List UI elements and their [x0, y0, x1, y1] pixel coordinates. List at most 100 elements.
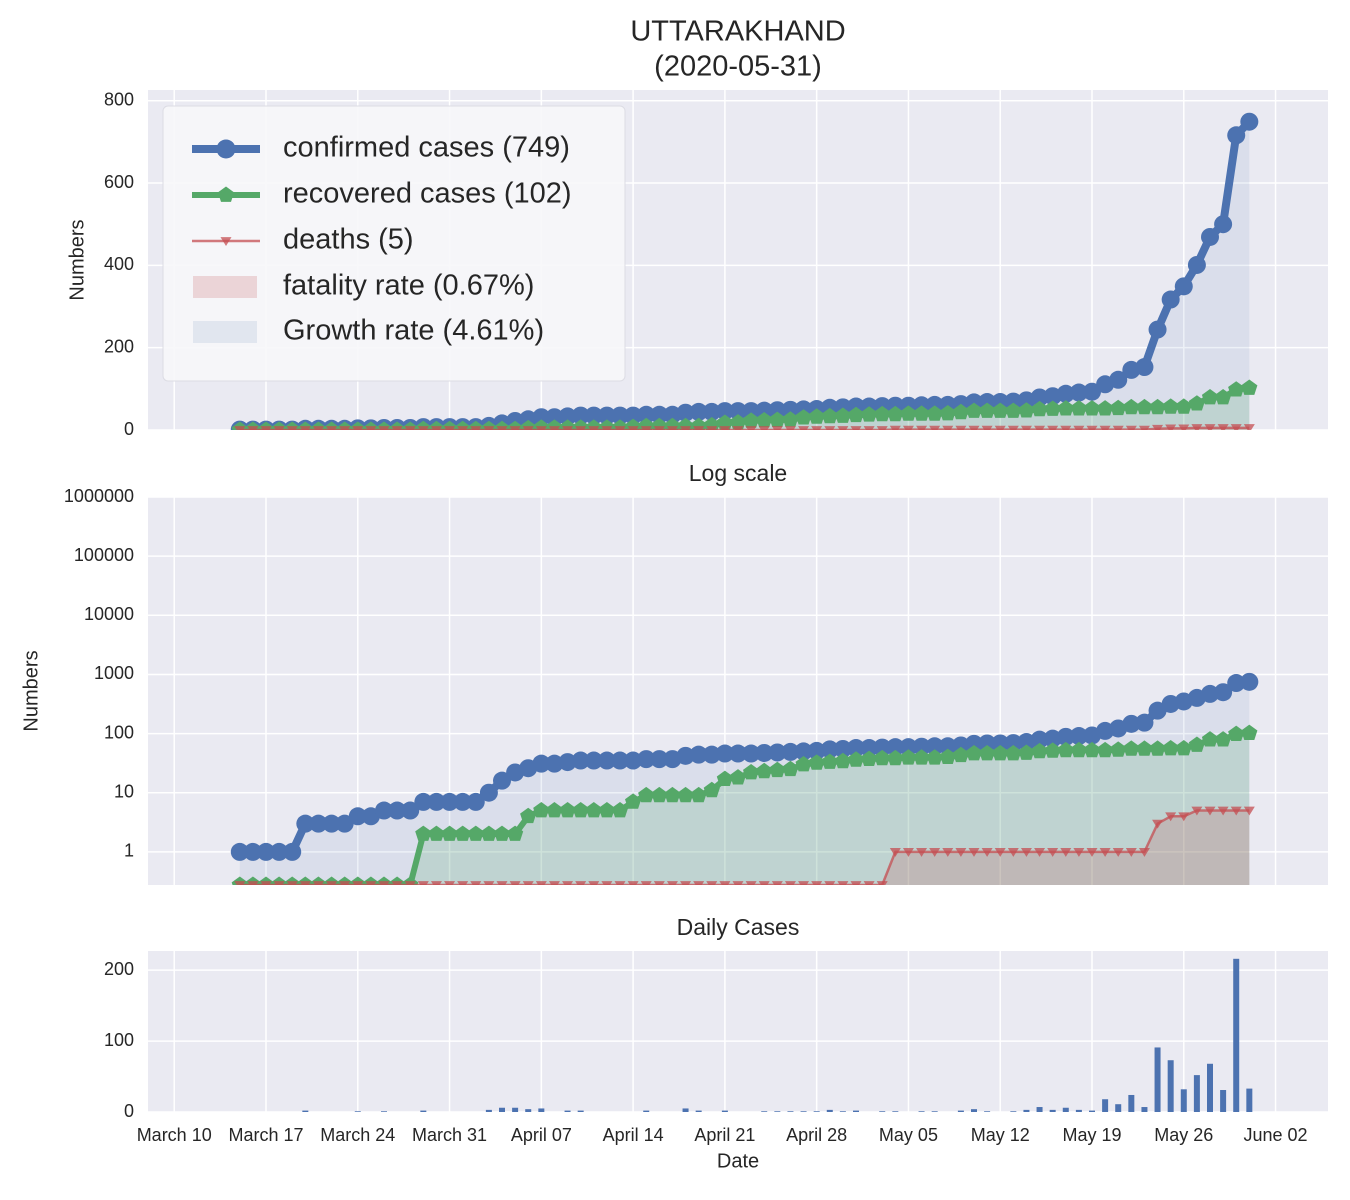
marker: [479, 783, 498, 802]
marker: [666, 426, 678, 430]
bar: [879, 1111, 886, 1112]
marker: [1099, 425, 1111, 430]
y-tick-label: 200: [104, 336, 134, 356]
marker: [693, 881, 705, 885]
marker: [584, 751, 603, 770]
marker: [1099, 848, 1111, 857]
marker: [611, 406, 629, 425]
marker: [769, 761, 786, 778]
legend-patch: [193, 321, 257, 343]
marker: [417, 881, 429, 885]
bar: [839, 1111, 846, 1112]
bar: [1233, 958, 1240, 1112]
marker: [664, 786, 681, 803]
legend-patch: [193, 276, 257, 298]
marker: [706, 426, 718, 430]
marker: [794, 742, 813, 761]
marker: [520, 807, 537, 824]
marker: [860, 739, 879, 758]
marker: [1018, 744, 1035, 760]
y-tick-label: 600: [104, 172, 134, 192]
y-tick-label: 800: [104, 89, 134, 109]
bar: [1167, 1060, 1174, 1112]
marker: [653, 426, 665, 430]
x-tick-label: April 14: [603, 1125, 664, 1145]
legend-box: [162, 105, 626, 382]
bar: [1115, 1104, 1122, 1112]
marker: [260, 881, 272, 885]
marker: [388, 801, 407, 820]
marker: [1149, 740, 1166, 756]
marker: [965, 402, 983, 418]
marker: [651, 786, 668, 803]
marker: [1007, 425, 1019, 430]
marker: [900, 405, 917, 421]
bar: [695, 1110, 702, 1112]
marker: [1188, 395, 1205, 411]
bar: [577, 1110, 584, 1112]
marker: [335, 814, 354, 833]
marker: [811, 426, 823, 430]
marker: [562, 881, 574, 885]
marker: [1030, 730, 1049, 749]
marker: [273, 426, 285, 430]
marker: [260, 426, 272, 430]
marker: [312, 881, 324, 885]
marker: [926, 749, 943, 765]
marker: [627, 426, 639, 430]
bar: [1207, 1063, 1213, 1112]
marker: [863, 881, 875, 885]
series-layer: [230, 112, 1259, 430]
marker: [821, 753, 838, 769]
y-tick-label: 10000: [84, 604, 134, 624]
bar: [1075, 1109, 1082, 1112]
marker: [1030, 388, 1049, 407]
marker: [742, 744, 761, 763]
marker: [522, 426, 534, 430]
bar: [813, 1111, 820, 1112]
marker: [352, 426, 364, 430]
marker: [1191, 806, 1203, 816]
marker: [467, 825, 484, 841]
marker: [480, 825, 497, 841]
marker: [1152, 424, 1164, 430]
bar: [525, 1109, 532, 1112]
marker: [732, 881, 744, 885]
marker: [981, 425, 993, 430]
marker: [913, 749, 930, 765]
marker: [824, 881, 836, 885]
marker: [1044, 400, 1061, 416]
marker: [1165, 812, 1177, 822]
marker: [466, 792, 485, 811]
marker: [483, 881, 495, 885]
marker: [375, 801, 393, 820]
marker: [1136, 398, 1153, 415]
bar: [800, 1111, 807, 1112]
x-tick-label: March 17: [228, 1125, 303, 1145]
marker: [781, 742, 800, 761]
marker: [575, 881, 587, 885]
marker: [887, 749, 904, 766]
marker: [899, 738, 918, 757]
marker: [1020, 425, 1032, 430]
marker: [548, 426, 560, 430]
marker: [378, 426, 390, 430]
marker: [326, 881, 338, 885]
marker: [441, 825, 458, 841]
marker: [771, 881, 783, 885]
bar: [381, 1111, 387, 1112]
x-tick-label: April 28: [786, 1125, 847, 1145]
bar: [512, 1107, 519, 1112]
marker: [743, 412, 760, 428]
marker: [1057, 400, 1074, 416]
marker: [404, 426, 416, 430]
marker: [637, 750, 656, 769]
marker: [1005, 402, 1022, 418]
marker: [483, 426, 495, 430]
bar: [1062, 1107, 1069, 1112]
marker: [689, 402, 708, 421]
marker: [401, 801, 420, 820]
bar: [721, 1110, 728, 1112]
marker: [283, 842, 302, 861]
